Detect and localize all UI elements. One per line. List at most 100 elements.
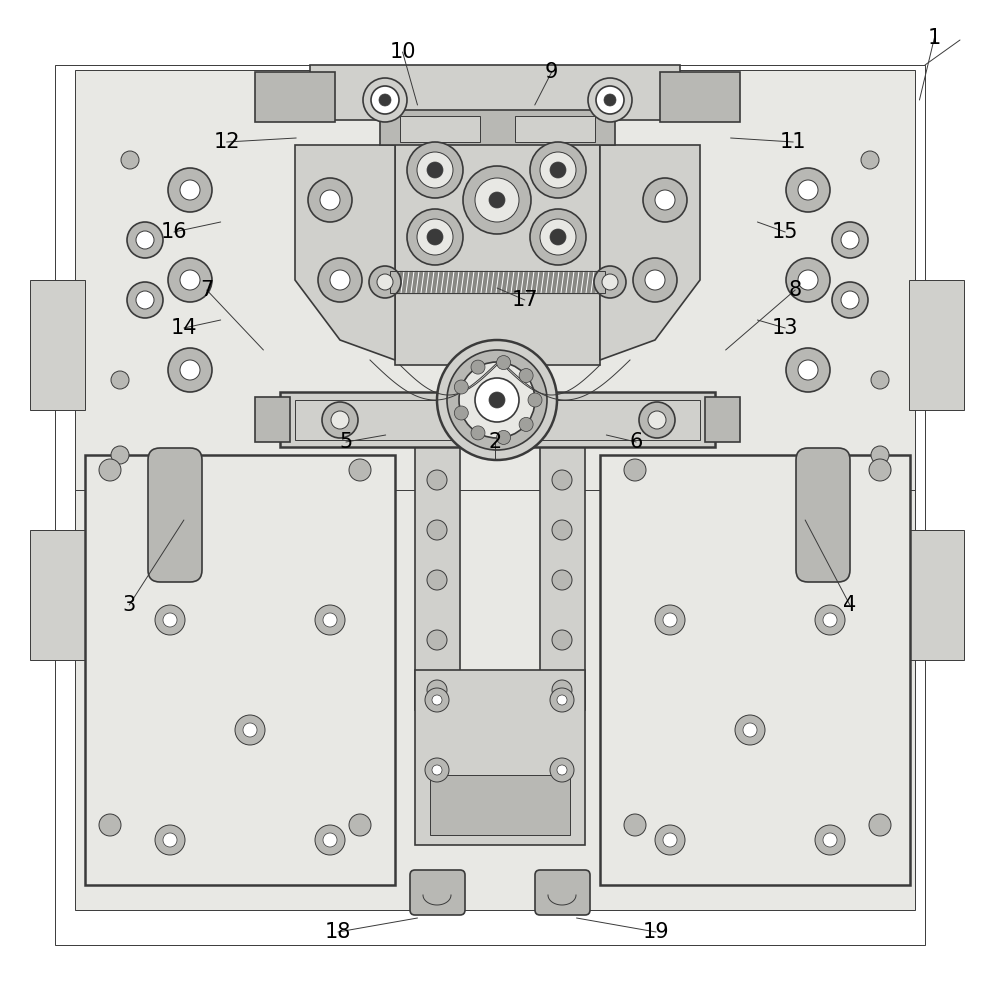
Text: 17: 17	[512, 290, 538, 310]
Bar	[515, 116, 595, 142]
Bar	[380, 110, 615, 145]
Circle shape	[331, 411, 349, 429]
Circle shape	[407, 142, 463, 198]
Circle shape	[243, 723, 257, 737]
Bar	[430, 775, 570, 835]
Circle shape	[427, 630, 447, 650]
Circle shape	[557, 765, 567, 775]
Circle shape	[655, 190, 675, 210]
Circle shape	[99, 459, 121, 481]
Circle shape	[602, 274, 618, 290]
Circle shape	[871, 446, 889, 464]
Circle shape	[427, 162, 443, 178]
Circle shape	[155, 825, 185, 855]
Text: 19: 19	[643, 922, 669, 942]
Text: 18: 18	[325, 922, 351, 942]
Circle shape	[550, 758, 574, 782]
Circle shape	[121, 151, 139, 169]
Text: 8: 8	[788, 280, 802, 300]
Circle shape	[459, 362, 535, 438]
Circle shape	[832, 222, 868, 258]
Circle shape	[735, 715, 765, 745]
Circle shape	[168, 168, 212, 212]
Circle shape	[168, 258, 212, 302]
Circle shape	[663, 613, 677, 627]
Circle shape	[323, 833, 337, 847]
Circle shape	[180, 180, 200, 200]
Text: 3: 3	[122, 595, 136, 615]
Circle shape	[624, 814, 646, 836]
Circle shape	[530, 209, 586, 265]
Circle shape	[798, 180, 818, 200]
Text: 16: 16	[161, 222, 187, 242]
Circle shape	[841, 231, 859, 249]
Circle shape	[869, 459, 891, 481]
Circle shape	[155, 605, 185, 635]
Text: 11: 11	[780, 132, 806, 152]
Circle shape	[127, 222, 163, 258]
Circle shape	[832, 282, 868, 318]
Text: 7: 7	[200, 280, 214, 300]
Circle shape	[540, 219, 576, 255]
Bar	[75, 70, 915, 510]
FancyBboxPatch shape	[410, 870, 465, 915]
Circle shape	[168, 348, 212, 392]
Circle shape	[557, 695, 567, 705]
Circle shape	[427, 470, 447, 490]
Circle shape	[127, 282, 163, 318]
Circle shape	[330, 270, 350, 290]
Circle shape	[323, 613, 337, 627]
Circle shape	[163, 833, 177, 847]
Bar	[909, 530, 964, 660]
Circle shape	[320, 190, 340, 210]
Circle shape	[552, 470, 572, 490]
Bar	[30, 280, 85, 410]
Circle shape	[497, 356, 511, 370]
Circle shape	[485, 420, 509, 444]
Circle shape	[407, 209, 463, 265]
Circle shape	[798, 360, 818, 380]
Circle shape	[377, 274, 393, 290]
Circle shape	[454, 406, 468, 420]
Circle shape	[815, 825, 845, 855]
Circle shape	[786, 348, 830, 392]
Circle shape	[645, 270, 665, 290]
Circle shape	[425, 758, 449, 782]
Circle shape	[552, 520, 572, 540]
FancyBboxPatch shape	[148, 448, 202, 582]
Circle shape	[492, 427, 502, 437]
Bar	[705, 397, 740, 442]
Circle shape	[552, 630, 572, 650]
Bar	[415, 670, 585, 845]
Bar	[395, 140, 600, 365]
Circle shape	[639, 402, 675, 438]
Circle shape	[624, 459, 646, 481]
Circle shape	[519, 417, 533, 431]
Circle shape	[136, 231, 154, 249]
Circle shape	[519, 369, 533, 383]
Circle shape	[798, 270, 818, 290]
Circle shape	[841, 291, 859, 309]
Circle shape	[463, 166, 531, 234]
Circle shape	[643, 178, 687, 222]
Circle shape	[815, 605, 845, 635]
Circle shape	[655, 825, 685, 855]
Circle shape	[427, 570, 447, 590]
FancyBboxPatch shape	[535, 870, 590, 915]
Text: 2: 2	[488, 432, 502, 452]
Polygon shape	[600, 145, 700, 360]
Bar	[310, 65, 680, 120]
Circle shape	[663, 833, 677, 847]
Circle shape	[349, 459, 371, 481]
Circle shape	[588, 78, 632, 122]
Circle shape	[633, 258, 677, 302]
Bar	[255, 72, 335, 122]
Circle shape	[786, 168, 830, 212]
Circle shape	[454, 380, 468, 394]
Circle shape	[437, 340, 557, 460]
Circle shape	[823, 613, 837, 627]
Circle shape	[497, 430, 511, 444]
Text: 4: 4	[843, 595, 857, 615]
Circle shape	[379, 94, 391, 106]
Circle shape	[363, 78, 407, 122]
